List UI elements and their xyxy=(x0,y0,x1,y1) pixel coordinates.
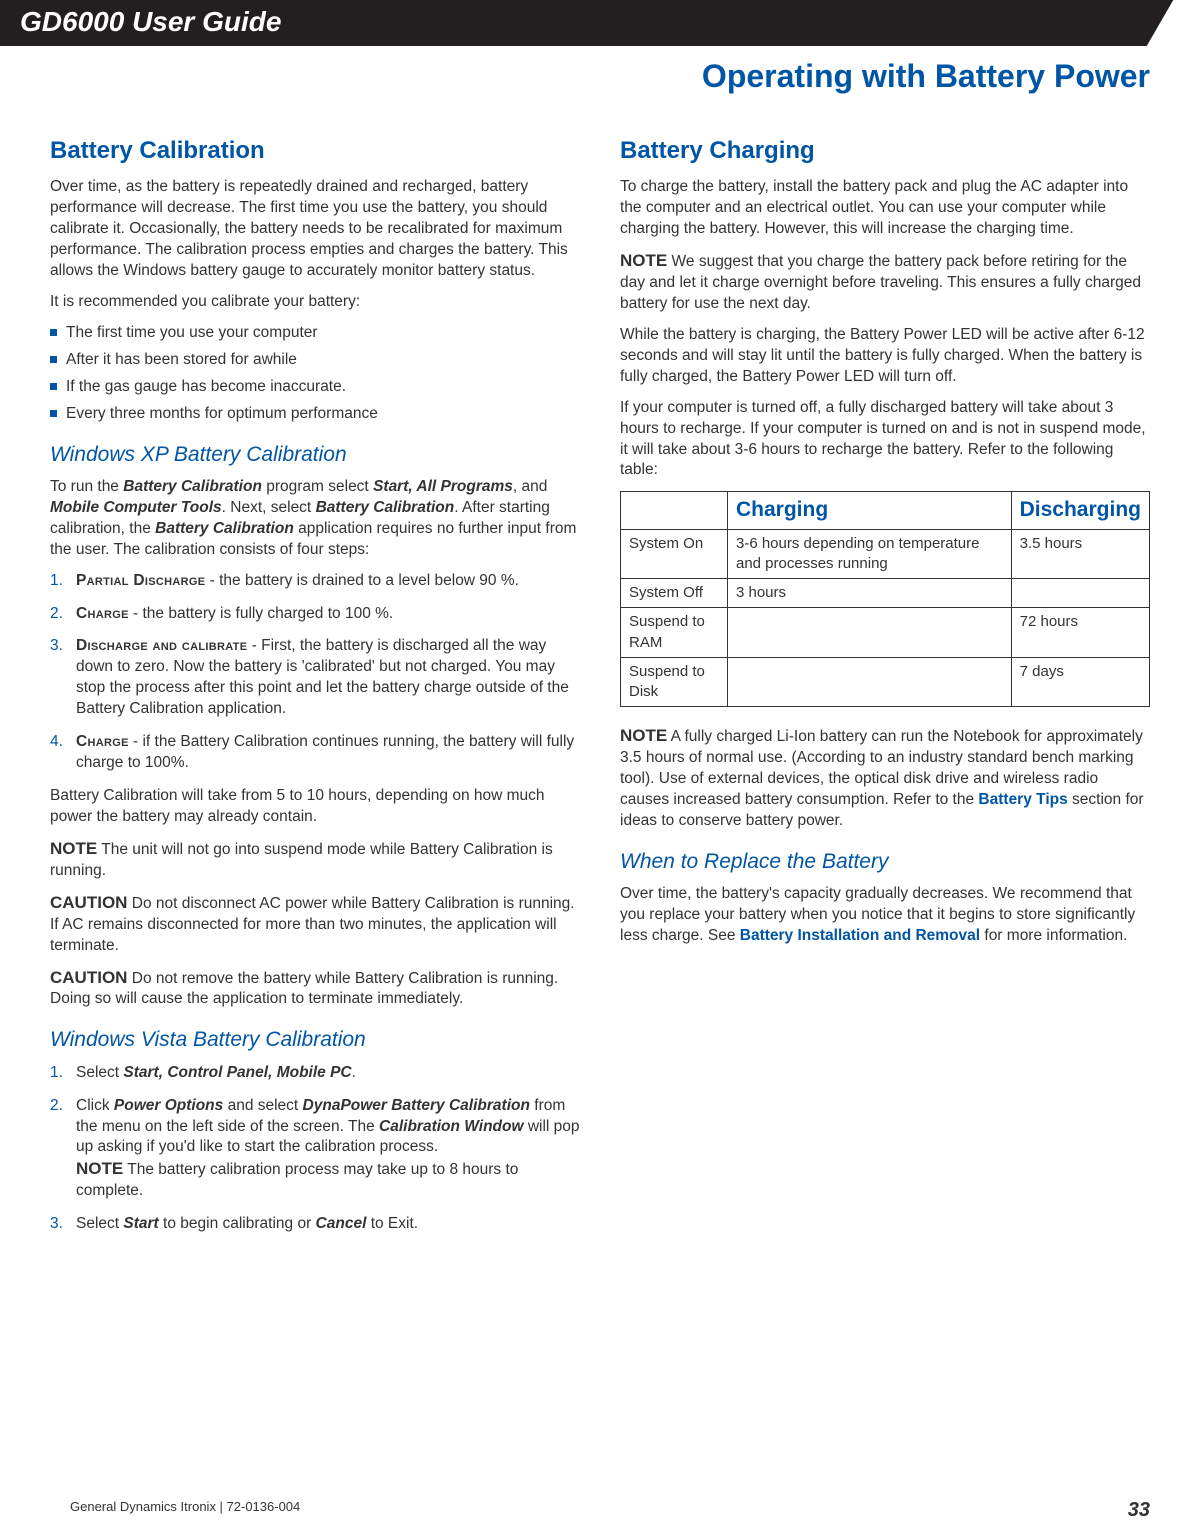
caution-ac: CAUTION Do not disconnect AC power while… xyxy=(50,892,580,957)
charging-time: If your computer is turned off, a fully … xyxy=(620,398,1150,482)
charging-table: Charging Discharging System On 3-6 hours… xyxy=(620,491,1150,707)
caution-remove: CAUTION Do not remove the battery while … xyxy=(50,967,580,1011)
calibration-recommend: It is recommended you calibrate your bat… xyxy=(50,292,580,313)
guide-title: GD6000 User Guide xyxy=(20,6,281,37)
heading-replace-battery: When to Replace the Battery xyxy=(620,848,1150,876)
step: Discharge and calibrate - First, the bat… xyxy=(50,636,580,720)
replace-text: Over time, the battery's capacity gradua… xyxy=(620,884,1150,947)
link-battery-install[interactable]: Battery Installation and Removal xyxy=(740,927,980,944)
table-row: Suspend to RAM 72 hours xyxy=(621,608,1150,658)
footer-left: General Dynamics Itronix | 72-0136-004 xyxy=(70,1499,300,1522)
content: Battery Calibration Over time, as the ba… xyxy=(0,95,1200,1267)
table-header: Charging xyxy=(727,492,1011,529)
heading-xp-calibration: Windows XP Battery Calibration xyxy=(50,441,580,469)
charging-led: While the battery is charging, the Batte… xyxy=(620,325,1150,388)
left-column: Battery Calibration Over time, as the ba… xyxy=(50,135,580,1247)
heading-battery-calibration: Battery Calibration xyxy=(50,135,580,167)
step: Select Start to begin calibrating or Can… xyxy=(50,1214,580,1235)
table-row: System On 3-6 hours depending on tempera… xyxy=(621,529,1150,579)
calibration-intro: Over time, as the battery is repeatedly … xyxy=(50,177,580,282)
note-overnight: NOTE We suggest that you charge the batt… xyxy=(620,250,1150,315)
note-runtime: NOTE A fully charged Li-Ion battery can … xyxy=(620,725,1150,832)
bullet: If the gas gauge has become inaccurate. xyxy=(50,377,580,398)
vista-steps: Select Start, Control Panel, Mobile PC. … xyxy=(50,1063,580,1235)
step: Charge - the battery is fully charged to… xyxy=(50,604,580,625)
xp-steps: Partial Discharge - the battery is drain… xyxy=(50,571,580,774)
bullet: Every three months for optimum performan… xyxy=(50,404,580,425)
heading-battery-charging: Battery Charging xyxy=(620,135,1150,167)
step: Partial Discharge - the battery is drain… xyxy=(50,571,580,592)
table-row: Suspend to Disk 7 days xyxy=(621,657,1150,707)
bullet: After it has been stored for awhile xyxy=(50,350,580,371)
step: Select Start, Control Panel, Mobile PC. xyxy=(50,1063,580,1084)
note-suspend: NOTE The unit will not go into suspend m… xyxy=(50,838,580,882)
header-bar: GD6000 User Guide xyxy=(0,0,1200,46)
bullet: The first time you use your computer xyxy=(50,323,580,344)
step: Charge - if the Battery Calibration cont… xyxy=(50,732,580,774)
heading-vista-calibration: Windows Vista Battery Calibration xyxy=(50,1026,580,1054)
charging-intro: To charge the battery, install the batte… xyxy=(620,177,1150,240)
page-number: 33 xyxy=(1128,1499,1150,1522)
table-header xyxy=(621,492,728,529)
table-header: Discharging xyxy=(1011,492,1149,529)
link-battery-tips[interactable]: Battery Tips xyxy=(978,791,1067,808)
chapter-title: Operating with Battery Power xyxy=(0,46,1200,95)
step: Click Power Options and select DynaPower… xyxy=(50,1096,580,1203)
calibration-bullets: The first time you use your computer Aft… xyxy=(50,323,580,425)
xp-instructions: To run the Battery Calibration program s… xyxy=(50,477,580,561)
table-header-row: Charging Discharging xyxy=(621,492,1150,529)
calibration-duration: Battery Calibration will take from 5 to … xyxy=(50,786,580,828)
table-row: System Off 3 hours xyxy=(621,579,1150,608)
right-column: Battery Charging To charge the battery, … xyxy=(620,135,1150,1247)
footer: General Dynamics Itronix | 72-0136-004 3… xyxy=(70,1499,1150,1522)
